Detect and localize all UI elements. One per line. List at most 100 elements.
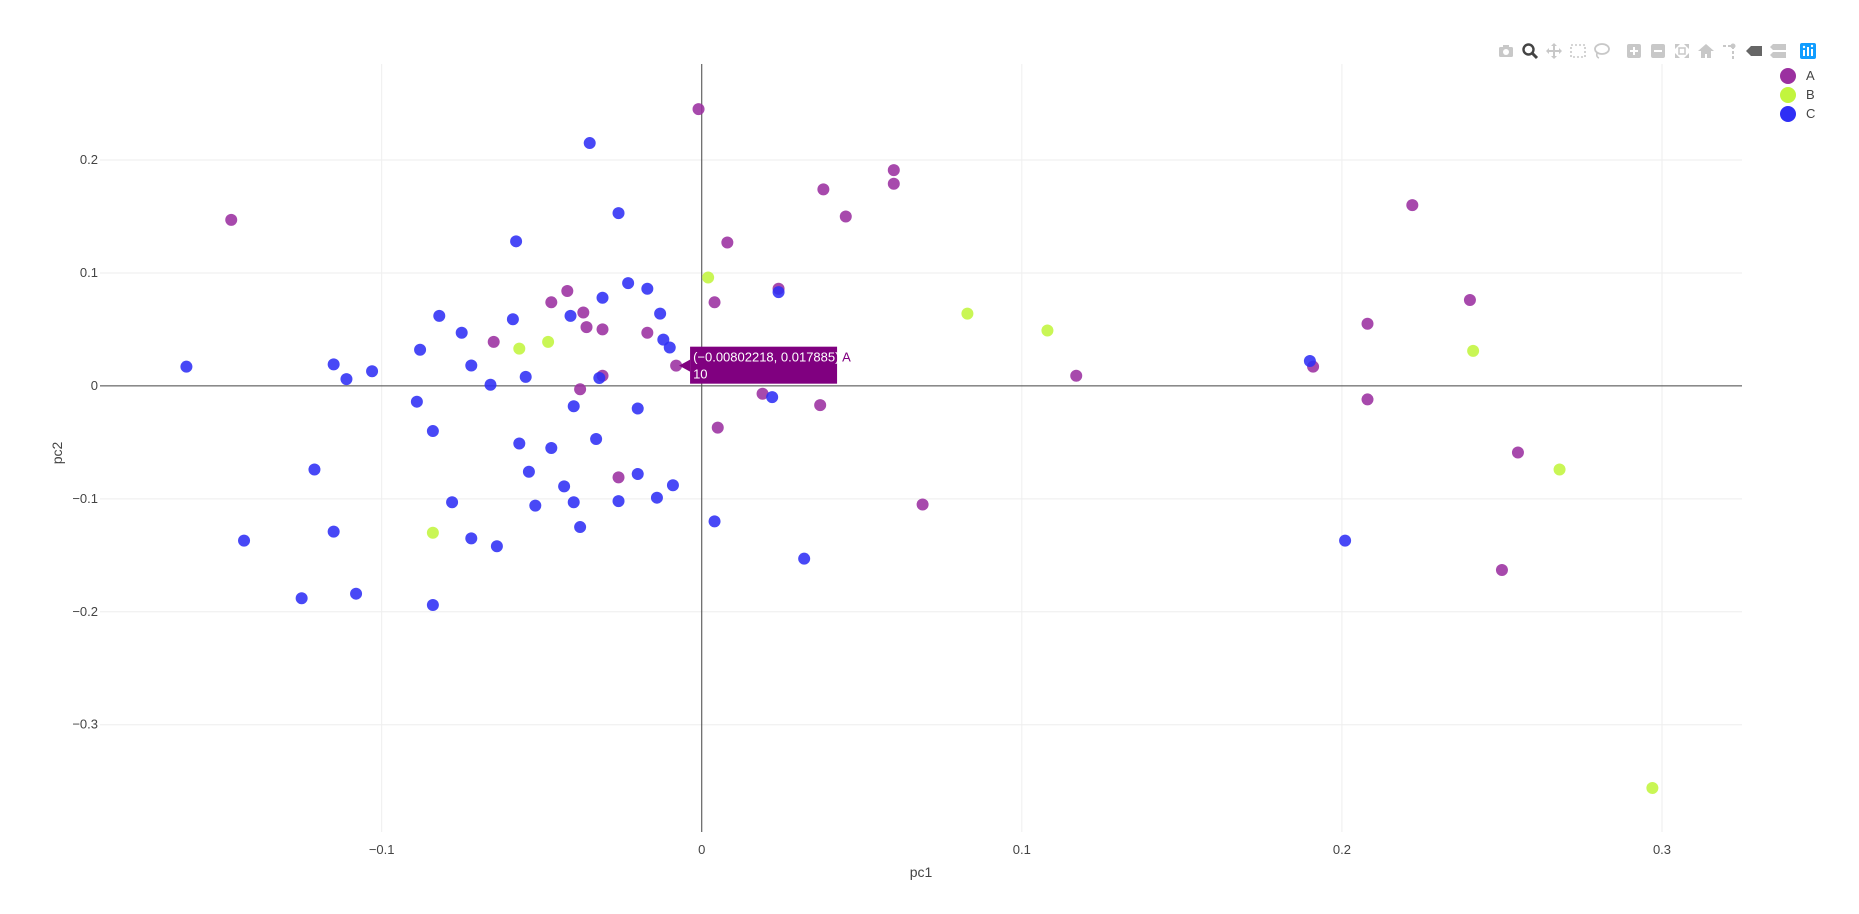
point-b[interactable]	[1646, 781, 1659, 794]
point-c[interactable]	[654, 307, 667, 320]
point-c[interactable]	[426, 425, 439, 438]
point-c[interactable]	[446, 496, 459, 509]
point-a[interactable]	[577, 306, 590, 319]
point-a[interactable]	[1495, 563, 1508, 576]
point-a[interactable]	[1070, 369, 1083, 382]
point-c[interactable]	[590, 432, 603, 445]
point-c[interactable]	[410, 395, 423, 408]
point-c[interactable]	[327, 525, 340, 538]
point-a[interactable]	[1361, 393, 1374, 406]
zoom-in-button[interactable]	[1622, 40, 1646, 62]
point-c[interactable]	[529, 499, 542, 512]
point-a[interactable]	[817, 183, 830, 196]
spike-lines-button[interactable]	[1718, 40, 1742, 62]
point-c[interactable]	[1303, 355, 1316, 368]
point-c[interactable]	[798, 552, 811, 565]
point-c[interactable]	[574, 521, 587, 534]
reset-axes-button[interactable]	[1694, 40, 1718, 62]
point-c[interactable]	[593, 371, 606, 384]
point-a[interactable]	[887, 164, 900, 177]
legend-item-a[interactable]: A	[1780, 66, 1815, 85]
point-a[interactable]	[708, 296, 721, 309]
point-c[interactable]	[366, 365, 379, 378]
point-a[interactable]	[756, 387, 769, 400]
point-c[interactable]	[567, 400, 580, 413]
point-a[interactable]	[225, 213, 238, 226]
point-b[interactable]	[513, 342, 526, 355]
camera-button[interactable]	[1494, 40, 1518, 62]
point-c[interactable]	[433, 309, 446, 322]
point-a[interactable]	[487, 335, 500, 348]
point-c[interactable]	[612, 495, 625, 508]
point-c[interactable]	[564, 309, 577, 322]
point-c[interactable]	[327, 358, 340, 371]
point-c[interactable]	[583, 137, 596, 150]
data-points[interactable]	[180, 103, 1659, 794]
point-c[interactable]	[308, 463, 321, 476]
point-c[interactable]	[631, 402, 644, 415]
point-a[interactable]	[580, 321, 593, 334]
point-a[interactable]	[692, 103, 705, 116]
point-c[interactable]	[622, 277, 635, 290]
legend-item-b[interactable]: B	[1780, 85, 1815, 104]
point-c[interactable]	[708, 515, 721, 528]
point-c[interactable]	[490, 540, 503, 553]
hover-compare-button[interactable]	[1766, 40, 1790, 62]
point-b[interactable]	[542, 335, 555, 348]
point-c[interactable]	[340, 373, 353, 386]
point-c[interactable]	[641, 282, 654, 295]
point-a[interactable]	[1463, 294, 1476, 307]
point-b[interactable]	[961, 307, 974, 320]
point-a[interactable]	[814, 399, 827, 412]
point-a[interactable]	[711, 421, 724, 434]
point-c[interactable]	[455, 326, 468, 339]
point-a[interactable]	[641, 326, 654, 339]
point-c[interactable]	[772, 286, 785, 299]
point-a[interactable]	[1406, 199, 1419, 212]
point-b[interactable]	[1041, 324, 1054, 337]
point-a[interactable]	[561, 285, 574, 298]
point-c[interactable]	[650, 491, 663, 504]
point-c[interactable]	[465, 359, 478, 372]
point-b[interactable]	[1467, 344, 1480, 357]
point-c[interactable]	[1339, 534, 1352, 547]
point-c[interactable]	[510, 235, 523, 248]
point-c[interactable]	[545, 442, 558, 454]
point-c[interactable]	[612, 207, 625, 220]
zoom-button[interactable]	[1518, 40, 1542, 62]
plotly-logo-button[interactable]	[1796, 40, 1820, 62]
point-b[interactable]	[1553, 463, 1566, 476]
point-c[interactable]	[484, 378, 497, 391]
zoom-out-button[interactable]	[1646, 40, 1670, 62]
autoscale-button[interactable]	[1670, 40, 1694, 62]
pan-button[interactable]	[1542, 40, 1566, 62]
hover-closest-button[interactable]	[1742, 40, 1766, 62]
lasso-select-button[interactable]	[1590, 40, 1614, 62]
point-c[interactable]	[465, 532, 478, 545]
point-a[interactable]	[916, 498, 929, 511]
legend-item-c[interactable]: C	[1780, 104, 1815, 123]
point-b[interactable]	[702, 271, 715, 284]
point-c[interactable]	[180, 360, 193, 373]
point-a[interactable]	[596, 323, 609, 336]
point-c[interactable]	[663, 341, 676, 354]
point-c[interactable]	[766, 391, 779, 404]
point-c[interactable]	[350, 587, 363, 600]
point-c[interactable]	[666, 479, 679, 492]
point-c[interactable]	[238, 534, 251, 547]
point-c[interactable]	[513, 437, 526, 450]
point-c[interactable]	[522, 465, 535, 478]
point-c[interactable]	[426, 598, 439, 611]
point-c[interactable]	[506, 313, 519, 326]
box-select-button[interactable]	[1566, 40, 1590, 62]
point-c[interactable]	[519, 370, 532, 383]
point-b[interactable]	[426, 526, 439, 539]
point-c[interactable]	[558, 480, 571, 493]
point-c[interactable]	[567, 496, 580, 509]
point-a[interactable]	[1511, 446, 1524, 459]
point-a[interactable]	[545, 296, 558, 309]
point-a[interactable]	[839, 210, 852, 223]
point-c[interactable]	[596, 291, 609, 304]
point-a[interactable]	[670, 359, 683, 372]
